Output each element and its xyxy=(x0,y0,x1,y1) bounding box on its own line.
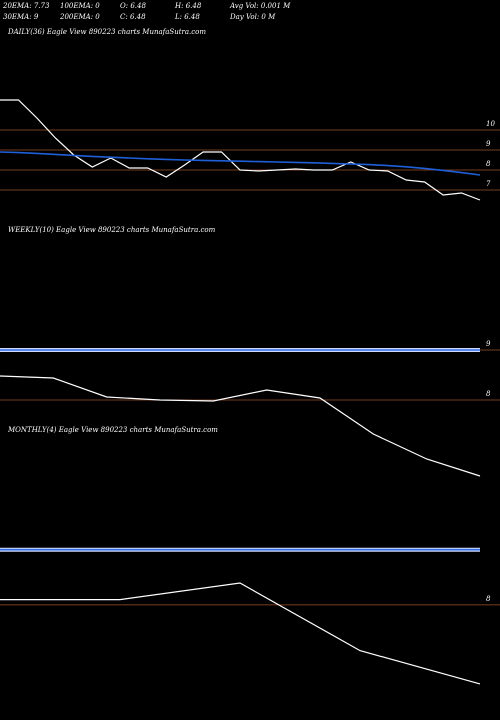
panel-title: MONTHLY(4) Eagle View 890223 charts Muna… xyxy=(7,426,218,434)
panel-title: WEEKLY(10) Eagle View 890223 charts Muna… xyxy=(8,226,216,234)
header-stat: 200EMA: 0 xyxy=(59,13,100,21)
panel-title: DAILY(36) Eagle View 890223 charts Munaf… xyxy=(7,28,206,36)
header-stat: Day Vol: 0 M xyxy=(229,13,276,21)
y-tick-label: 9 xyxy=(486,340,491,348)
header-stat: 100EMA: 0 xyxy=(60,2,100,10)
header-stat: H: 6.48 xyxy=(174,2,202,10)
y-tick-label: 8 xyxy=(486,595,491,603)
y-tick-label: 10 xyxy=(486,120,495,128)
ema-line xyxy=(0,151,481,176)
y-tick-label: 9 xyxy=(486,140,491,148)
y-tick-label: 8 xyxy=(486,160,491,168)
header-stat: L: 6.48 xyxy=(174,13,200,21)
y-tick-label: 7 xyxy=(486,180,491,188)
header-stat: 30EMA: 9 xyxy=(3,13,39,21)
price-line xyxy=(0,375,481,477)
price-line xyxy=(0,582,481,685)
price-line xyxy=(0,99,481,201)
header-stat: O: 6.48 xyxy=(120,2,146,10)
header-stat: 20EMA: 7.73 xyxy=(2,2,50,10)
header-stat: Avg Vol: 0.001 M xyxy=(229,2,291,10)
header-stat: C: 6.48 xyxy=(120,13,146,21)
y-tick-label: 8 xyxy=(486,390,491,398)
